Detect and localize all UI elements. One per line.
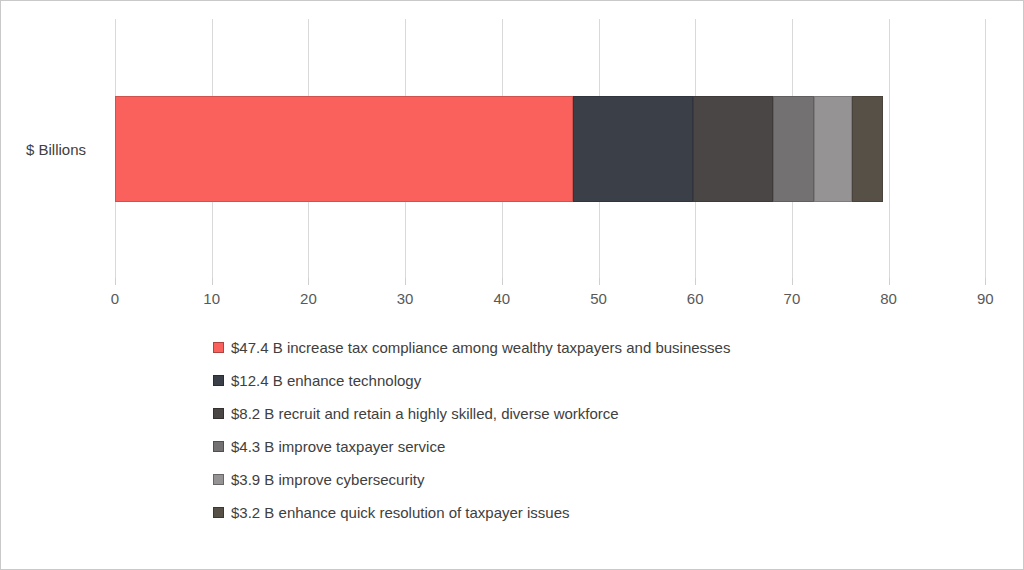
legend-swatch [213, 375, 224, 386]
gridline [985, 19, 986, 278]
legend-label: $47.4 B increase tax compliance among we… [231, 339, 730, 356]
x-tick-label: 50 [590, 290, 607, 307]
x-axis-tick [599, 278, 600, 285]
legend-swatch [213, 474, 224, 485]
x-axis-tick [502, 278, 503, 285]
legend: $47.4 B increase tax compliance among we… [213, 331, 730, 529]
bar-segment-increase-tax [115, 96, 573, 202]
y-axis-label: $ Billions [26, 141, 86, 158]
legend-item: $4.3 B improve taxpayer service [213, 430, 730, 463]
x-tick-label: 60 [687, 290, 704, 307]
legend-item: $12.4 B enhance technology [213, 364, 730, 397]
legend-swatch [213, 507, 224, 518]
x-axis-tick [308, 278, 309, 285]
bar-segment-recruit-and [693, 96, 772, 202]
legend-item: $8.2 B recruit and retain a highly skill… [213, 397, 730, 430]
x-axis-tick [115, 278, 116, 285]
x-axis-tick [695, 278, 696, 285]
chart-container: $ Billions 0 10 20 30 40 50 60 70 80 90 $47.4 B i… [0, 0, 1024, 570]
legend-swatch [213, 408, 224, 419]
x-axis-tick [405, 278, 406, 285]
legend-swatch [213, 342, 224, 353]
x-tick-label: 30 [397, 290, 414, 307]
legend-item: $47.4 B increase tax compliance among we… [213, 331, 730, 364]
bar-segment-improve-taxpayer [773, 96, 815, 202]
bar-segment-enhance-technology [573, 96, 693, 202]
legend-label: $4.3 B improve taxpayer service [231, 438, 445, 455]
legend-label: $3.9 B improve cybersecurity [231, 471, 424, 488]
x-tick-label: 0 [111, 290, 119, 307]
x-tick-label: 10 [203, 290, 220, 307]
x-axis-tick [792, 278, 793, 285]
x-tick-label: 80 [880, 290, 897, 307]
legend-label: $3.2 B enhance quick resolution of taxpa… [231, 504, 570, 521]
x-tick-label: 70 [784, 290, 801, 307]
legend-label: $8.2 B recruit and retain a highly skill… [231, 405, 619, 422]
legend-item: $3.2 B enhance quick resolution of taxpa… [213, 496, 730, 529]
bar-segment-enhance-quick [852, 96, 883, 202]
legend-label: $12.4 B enhance technology [231, 372, 421, 389]
bar-segment-improve-cybersecurity [814, 96, 852, 202]
x-axis-tick [212, 278, 213, 285]
x-tick-label: 20 [300, 290, 317, 307]
x-axis-tick [889, 278, 890, 285]
x-tick-label: 40 [493, 290, 510, 307]
x-tick-label: 90 [977, 290, 994, 307]
x-axis-tick [985, 278, 986, 285]
legend-swatch [213, 441, 224, 452]
gridline [889, 19, 890, 278]
legend-item: $3.9 B improve cybersecurity [213, 463, 730, 496]
